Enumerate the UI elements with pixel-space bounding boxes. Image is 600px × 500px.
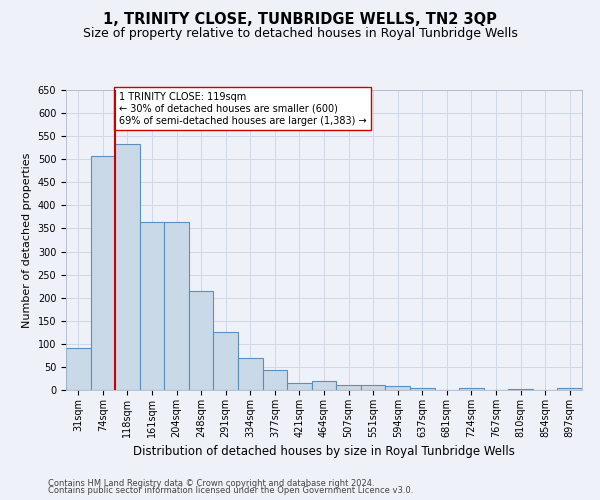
Bar — [410, 388, 434, 390]
Bar — [263, 370, 287, 390]
Bar — [140, 222, 164, 390]
Bar — [361, 385, 385, 390]
Bar — [336, 386, 361, 390]
Bar — [238, 358, 263, 390]
Text: 1 TRINITY CLOSE: 119sqm
← 30% of detached houses are smaller (600)
69% of semi-d: 1 TRINITY CLOSE: 119sqm ← 30% of detache… — [119, 92, 367, 126]
Text: Contains public sector information licensed under the Open Government Licence v3: Contains public sector information licen… — [48, 486, 413, 495]
Bar — [91, 156, 115, 390]
Bar — [66, 348, 91, 390]
Bar — [557, 388, 582, 390]
Text: Contains HM Land Registry data © Crown copyright and database right 2024.: Contains HM Land Registry data © Crown c… — [48, 478, 374, 488]
Bar — [189, 291, 214, 390]
Bar — [459, 388, 484, 390]
Text: 1, TRINITY CLOSE, TUNBRIDGE WELLS, TN2 3QP: 1, TRINITY CLOSE, TUNBRIDGE WELLS, TN2 3… — [103, 12, 497, 28]
Bar — [508, 388, 533, 390]
Bar — [385, 386, 410, 390]
Y-axis label: Number of detached properties: Number of detached properties — [22, 152, 32, 328]
Bar — [287, 383, 312, 390]
Bar — [115, 144, 140, 390]
Bar — [214, 332, 238, 390]
Bar — [164, 222, 189, 390]
Text: Size of property relative to detached houses in Royal Tunbridge Wells: Size of property relative to detached ho… — [83, 28, 517, 40]
X-axis label: Distribution of detached houses by size in Royal Tunbridge Wells: Distribution of detached houses by size … — [133, 446, 515, 458]
Bar — [312, 381, 336, 390]
